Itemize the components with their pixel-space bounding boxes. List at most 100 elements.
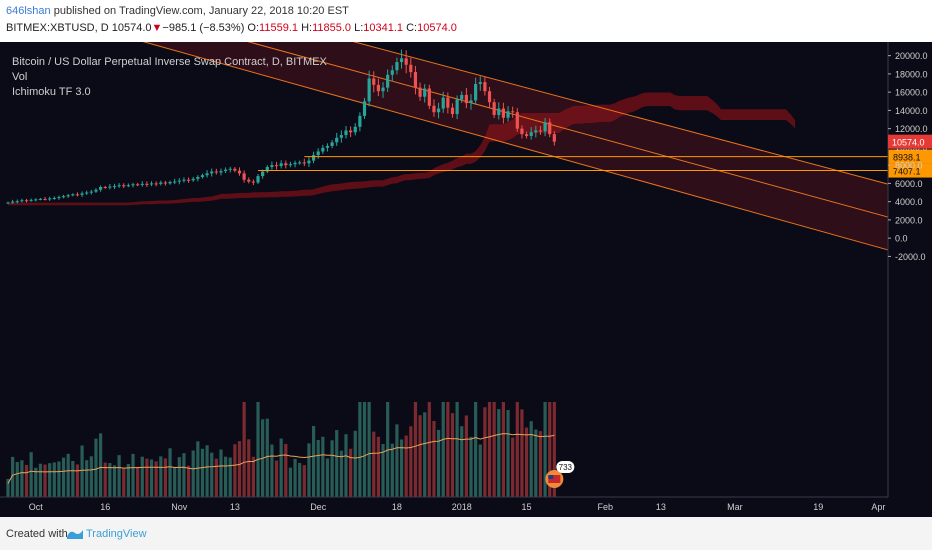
candle-body: [136, 184, 140, 186]
volume-bar: [71, 461, 75, 497]
candle-body: [469, 100, 473, 104]
candle-body: [131, 184, 135, 186]
volume-bar: [386, 402, 390, 497]
volume-bar: [66, 453, 70, 497]
volume-bar: [196, 441, 200, 497]
volume-bar: [177, 457, 181, 497]
volume-bar: [284, 443, 288, 497]
volume-bar: [432, 421, 436, 497]
legend-vol[interactable]: Vol: [12, 71, 28, 83]
volume-bar: [501, 402, 506, 497]
candle-body: [265, 166, 269, 172]
volume-bar: [427, 402, 431, 497]
volume-bar: [265, 418, 269, 497]
volume-bar: [478, 444, 482, 497]
candle-body: [548, 122, 552, 135]
volume-ma-line: [7, 433, 555, 484]
chart-area[interactable]: 8938.1 7407.1 20000.0 18000.0 16000.0 14000.0…: [0, 42, 932, 517]
close-value: 10574.0: [417, 22, 457, 34]
candle-body: [446, 97, 450, 108]
volume-bar: [75, 464, 80, 497]
volume-bar: [48, 463, 52, 497]
author-link[interactable]: 646lshan: [6, 5, 51, 17]
channel-line-upper: [352, 42, 889, 185]
volume-bar: [24, 464, 29, 497]
level-tag: [888, 163, 932, 178]
candle-body: [34, 199, 38, 201]
candle-body: [321, 147, 325, 152]
legend-indicator[interactable]: Ichimoku TF 3.0: [12, 86, 91, 98]
last-price-tag: [888, 134, 932, 149]
volume-bar: [409, 426, 413, 497]
x-tick-label: 13: [656, 502, 666, 512]
candle-body: [492, 102, 496, 115]
volume-bar: [302, 465, 306, 497]
candle-body: [515, 112, 519, 129]
volume-bar: [122, 468, 126, 497]
tradingview-brand[interactable]: TradingView: [86, 528, 147, 540]
price-chart-svg[interactable]: 8938.1 7407.1 20000.0 18000.0 16000.0 14000.0…: [0, 42, 932, 517]
change-value: −985.1 (−8.53%): [162, 22, 245, 34]
volume-bar: [404, 435, 408, 497]
candle-body: [163, 182, 168, 184]
candle-body: [48, 198, 52, 200]
candle-body: [311, 155, 316, 161]
volume-bar: [469, 436, 473, 497]
volume-bar: [515, 402, 519, 497]
candle-body: [372, 78, 376, 85]
candle-body: [196, 177, 200, 179]
volume-bar: [381, 444, 385, 497]
volume-bar: [52, 462, 56, 497]
legend-title: Bitcoin / US Dollar Perpetual Inverse Sw…: [12, 56, 327, 68]
high-value: 11855.0: [312, 22, 352, 34]
volume-bar: [112, 465, 117, 497]
candle-body: [501, 108, 506, 118]
volume-bar: [131, 453, 135, 497]
volume-bar: [506, 410, 510, 497]
volume-bar: [43, 464, 47, 497]
volume-bar: [529, 421, 533, 497]
candle-body: [538, 130, 543, 132]
volume-bar: [455, 402, 459, 497]
volume-bar: [450, 413, 455, 497]
volume-bar: [108, 463, 112, 497]
y-tick-label: 6000.0: [895, 179, 923, 189]
candle-body: [270, 165, 274, 167]
candle-body: [108, 186, 112, 188]
volume-bar: [210, 452, 214, 497]
candle-body: [43, 198, 47, 200]
candle-body: [529, 132, 533, 136]
candle-body: [524, 134, 529, 136]
candle-body: [173, 181, 177, 183]
candle-body: [460, 94, 464, 100]
candle-body: [186, 179, 191, 181]
volume-bar: [61, 457, 66, 497]
volume-bar: [214, 458, 218, 497]
candle-body: [122, 185, 126, 187]
volume-bar: [339, 450, 343, 497]
volume-bar: [274, 460, 279, 497]
flag-canton-icon: [548, 475, 554, 479]
candle-body: [293, 162, 297, 165]
candle-body: [298, 162, 302, 164]
volume-bar: [57, 461, 61, 497]
volume-bar: [543, 402, 547, 497]
candle-body: [325, 145, 330, 148]
candle-body: [552, 134, 556, 142]
x-tick-label: 15: [522, 502, 532, 512]
candle-body: [358, 115, 362, 127]
candle-body: [80, 193, 84, 195]
volume-bar: [233, 444, 237, 497]
level-tag-label: 7407.1: [893, 167, 921, 177]
candle-body: [399, 58, 404, 63]
volume-bar: [436, 429, 441, 497]
volume-bar: [126, 464, 130, 497]
volume-bar: [390, 443, 394, 497]
volume-bar: [446, 402, 450, 497]
volume-bar: [94, 438, 98, 497]
candle-body: [24, 200, 29, 202]
candle-body: [409, 64, 413, 73]
candle-body: [274, 165, 279, 167]
candle-body: [228, 168, 232, 170]
candle-body: [200, 175, 205, 178]
